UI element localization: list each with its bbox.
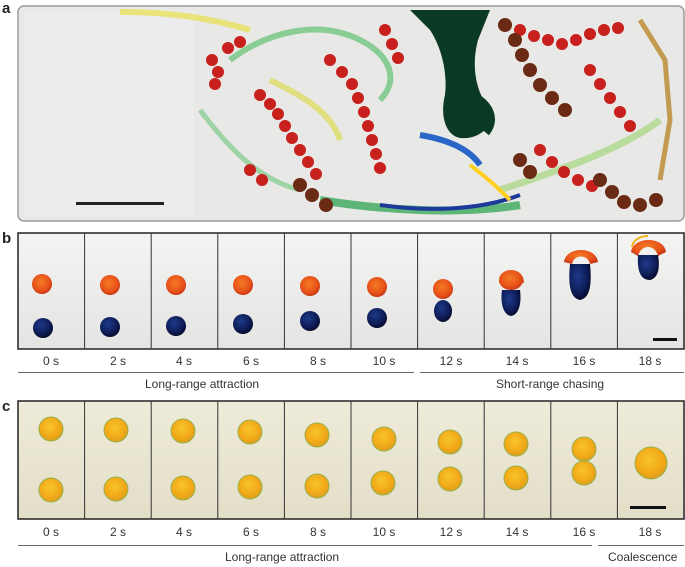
b-time-0: 0 s [42, 354, 59, 368]
b-time-4: 8 s [309, 354, 326, 368]
scale-bar-c [630, 506, 666, 509]
c-phase-rule-2 [598, 545, 684, 546]
b-time-8: 16 s [572, 354, 596, 368]
b-time-1: 2 s [109, 354, 126, 368]
b-time-2: 4 s [175, 354, 192, 368]
c-time-0: 0 s [42, 525, 59, 539]
b-time-5: 10 s [372, 354, 396, 368]
c-time-5: 10 s [372, 525, 396, 539]
scale-bar-b [653, 338, 677, 341]
c-time-1: 2 s [109, 525, 126, 539]
c-time-8: 16 s [572, 525, 596, 539]
c-time-7: 14 s [505, 525, 529, 539]
panel-c-frames [17, 400, 685, 520]
c-time-3: 6 s [242, 525, 259, 539]
c-phase-label-1: Long-range attraction [225, 550, 340, 564]
panel-label-c: c [2, 398, 11, 415]
b-time-6: 12 s [439, 354, 463, 368]
panel-label-b: b [2, 230, 12, 247]
scale-bar-a [76, 202, 164, 205]
panel-a-photo [17, 5, 685, 222]
c-phase-rule-1 [18, 545, 592, 546]
b-phase-rule-1 [18, 372, 414, 373]
c-time-4: 8 s [309, 525, 326, 539]
panel-b-frames [17, 232, 685, 350]
b-time-3: 6 s [242, 354, 259, 368]
panel-label-a: a [2, 0, 11, 17]
c-time-9: 18 s [638, 525, 662, 539]
b-phase-rule-2 [420, 372, 684, 373]
c-time-6: 12 s [439, 525, 463, 539]
c-phase-label-2: Coalescence [608, 550, 678, 564]
b-phase-label-1: Long-range attraction [145, 377, 260, 391]
b-phase-label-2: Short-range chasing [496, 377, 605, 391]
c-time-2: 4 s [175, 525, 192, 539]
b-time-9: 18 s [638, 354, 662, 368]
b-time-7: 14 s [505, 354, 529, 368]
